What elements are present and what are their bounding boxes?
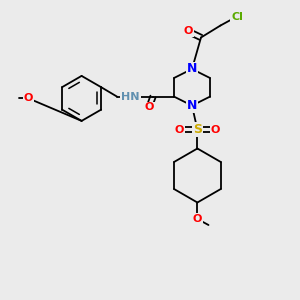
Text: Cl: Cl	[231, 11, 243, 22]
Text: O: O	[211, 124, 220, 135]
Text: O: O	[193, 214, 202, 224]
Text: N: N	[187, 99, 197, 112]
Text: O: O	[24, 93, 33, 103]
Text: O: O	[144, 102, 154, 112]
Text: O: O	[175, 124, 184, 135]
Text: O: O	[184, 26, 193, 37]
Text: S: S	[193, 123, 202, 136]
Text: N: N	[187, 62, 197, 76]
Text: HN: HN	[121, 92, 140, 102]
